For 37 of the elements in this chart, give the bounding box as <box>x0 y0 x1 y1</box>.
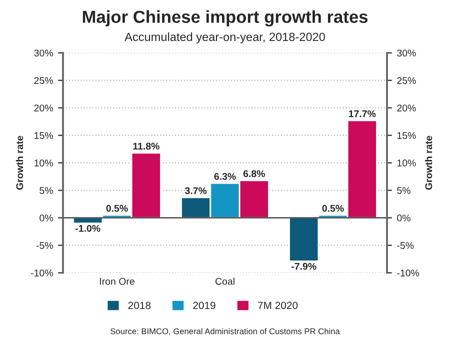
x-tick-label: Coal <box>215 278 234 285</box>
data-label: 0.5% <box>106 204 128 212</box>
y-tick-label: 20% <box>34 104 53 112</box>
y2-tick-label: 25% <box>397 77 416 84</box>
y-tick-label: 10% <box>34 160 53 166</box>
y2-tick-label: -10% <box>397 270 420 276</box>
data-label: 6.8% <box>243 170 265 178</box>
y2-tick-label: 15% <box>397 132 416 139</box>
data-label: 17.7% <box>348 110 376 118</box>
y2-tick-label: 5% <box>397 187 410 194</box>
x-tick-label: Iron Ore <box>100 278 134 285</box>
data-label: 11.8% <box>133 142 160 150</box>
y-tick-label: -5% <box>36 242 53 249</box>
legend-label: 2019 <box>193 302 216 310</box>
y2-tick-label: 0% <box>397 214 410 222</box>
y2-tick-label: 10% <box>397 160 416 166</box>
data-label: 0.5% <box>322 204 344 212</box>
y-tick-label: 25% <box>34 77 53 84</box>
y2-axis-title: Growth rate <box>424 136 432 190</box>
y-axis-title: Growth rate <box>16 136 24 190</box>
data-label: -7.9% <box>292 262 316 270</box>
y2-tick-label: 30% <box>397 50 416 56</box>
y-tick-label: -10% <box>31 270 53 276</box>
y2-tick-label: 20% <box>397 104 416 112</box>
data-label: -1.0% <box>76 224 100 232</box>
y-tick-label: 5% <box>40 187 53 194</box>
source-note: Source: BIMCO, General Administration of Customs PR China <box>110 328 340 336</box>
y-tick-label: 30% <box>34 50 53 56</box>
legend-label: 2018 <box>128 302 151 310</box>
data-label: 3.7% <box>184 187 207 194</box>
y-tick-label: 0% <box>40 214 53 222</box>
data-label: 6.3% <box>214 172 236 180</box>
chart-title: Major Chinese import growth rates <box>82 10 368 26</box>
legend-label: 7M 2020 <box>258 302 298 310</box>
y2-tick-label: -5% <box>397 242 414 249</box>
y-tick-label: 15% <box>34 132 53 139</box>
chart-subtitle: Accumulated year-on-year, 2018-2020 <box>124 32 325 44</box>
